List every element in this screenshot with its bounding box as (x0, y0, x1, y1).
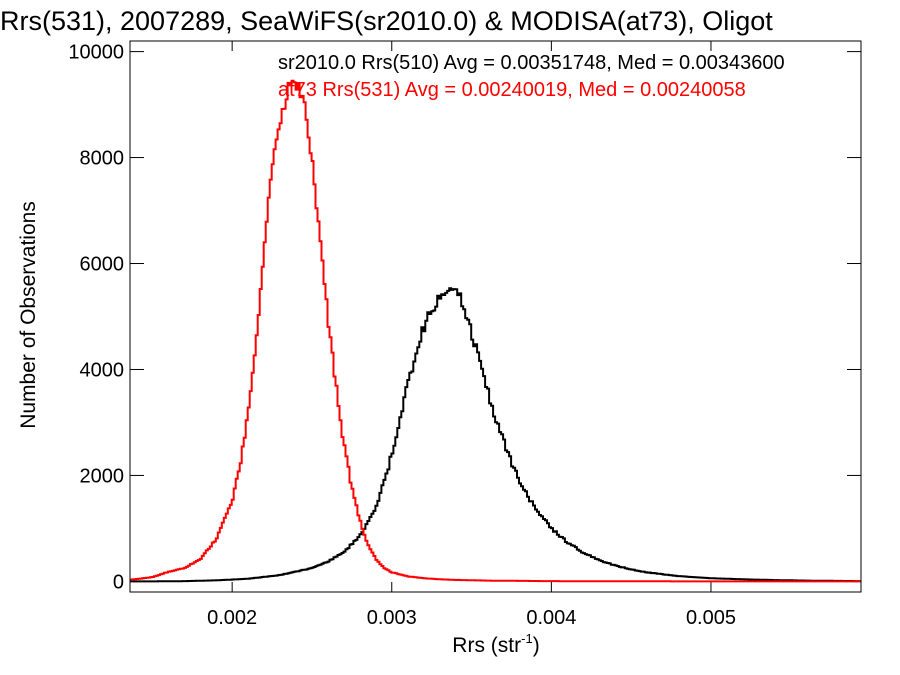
plot-frame (129, 40, 862, 593)
series-line-black (130, 287, 861, 583)
axis-ticks: 0.002 0.003 0.004 0.005 0 2000 4000 6000 8000 100… (68, 41, 861, 629)
y-tick-label: 6000 (80, 254, 125, 276)
y-tick-label: 10000 (68, 42, 124, 64)
x-axis-label-tail: ) (533, 634, 540, 657)
y-tick-label: 8000 (80, 148, 125, 170)
y-tick-label: 4000 (80, 359, 125, 381)
x-tick-label: 0.003 (367, 607, 417, 629)
legend-entry-black: sr2010.0 Rrs(510) Avg = 0.00351748, Med … (278, 52, 785, 74)
x-tick-label: 0.002 (207, 607, 257, 629)
series-layer (130, 79, 861, 583)
y-axis-label: Number of Observations (17, 201, 40, 429)
x-axis-label-main: Rrs (str (452, 634, 521, 657)
x-tick-label: 0.005 (686, 607, 736, 629)
legend-entry-red: at73 Rrs(531) Avg = 0.00240019, Med = 0.… (278, 79, 746, 101)
x-axis-label: Rrs (str-1) (452, 631, 539, 657)
series-line-red (130, 79, 861, 583)
y-tick-label: 0 (113, 571, 124, 593)
y-tick-label: 2000 (80, 465, 125, 487)
x-axis-label-sup: -1 (521, 631, 533, 646)
chart-title: Rrs(531), 2007289, SeaWiFS(sr2010.0) & M… (0, 6, 773, 36)
x-tick-label: 0.004 (526, 607, 576, 629)
